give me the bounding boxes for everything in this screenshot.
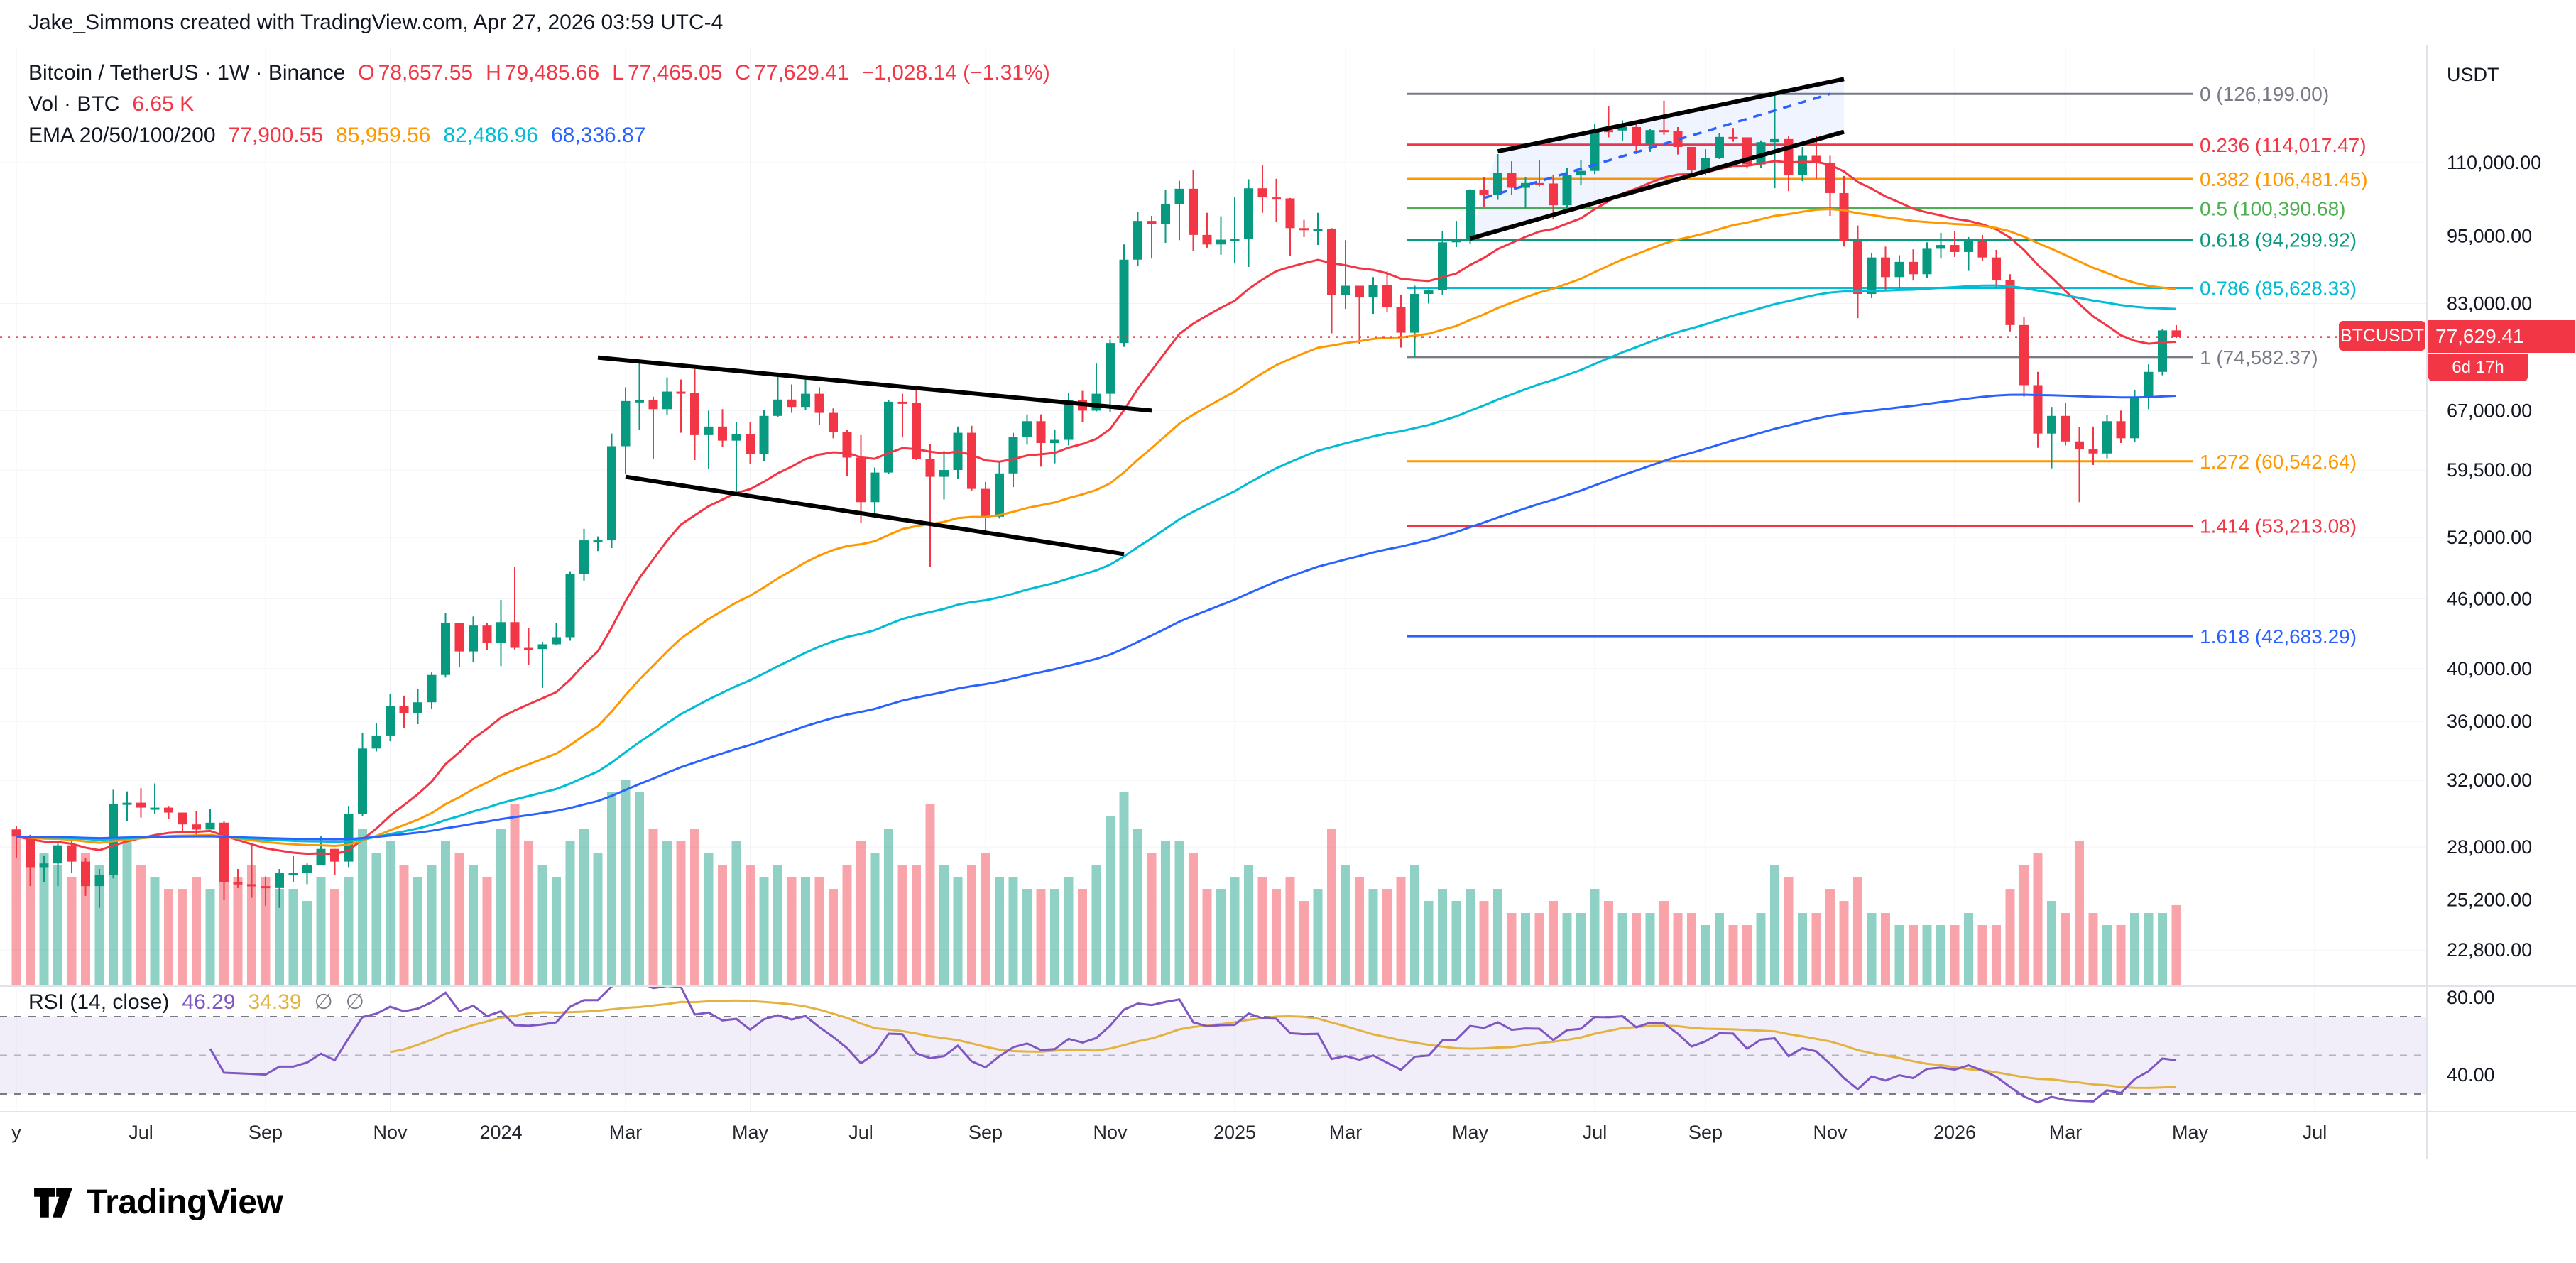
svg-text:80.00: 80.00 <box>2447 987 2495 1008</box>
fib-level-label: 1.272 (60,542.64) <box>2200 451 2357 473</box>
svg-text:36,000.00: 36,000.00 <box>2447 711 2532 732</box>
volume-label: Vol · BTC <box>28 92 120 116</box>
volume-bars <box>11 780 2181 985</box>
svg-text:110,000.00: 110,000.00 <box>2447 152 2541 173</box>
svg-text:Jul: Jul <box>129 1122 153 1143</box>
svg-text:2024: 2024 <box>479 1122 522 1143</box>
svg-text:67,000.00: 67,000.00 <box>2447 400 2532 421</box>
rsi-value: 46.29 <box>182 990 236 1014</box>
svg-text:y: y <box>11 1122 21 1143</box>
rsi-pane <box>0 987 2427 1104</box>
svg-text:25,200.00: 25,200.00 <box>2447 889 2532 910</box>
svg-text:28,000.00: 28,000.00 <box>2447 836 2532 858</box>
ema100-value: 82,486.96 <box>443 123 538 147</box>
tradingview-logo[interactable]: TradingView <box>33 1183 283 1222</box>
ema-label: EMA 20/50/100/200 <box>28 123 216 147</box>
candles <box>11 94 2181 908</box>
change-value: −1,028.14 (−1.31%) <box>861 60 1050 84</box>
high-value: H 79,485.66 <box>486 60 600 84</box>
svg-text:2026: 2026 <box>1933 1122 1976 1143</box>
fib-level-label: 0.618 (94,299.92) <box>2200 229 2357 251</box>
symbol-price-badge: BTCUSDT <box>2339 321 2425 351</box>
svg-text:Sep: Sep <box>249 1122 283 1143</box>
svg-text:Sep: Sep <box>1688 1122 1723 1143</box>
svg-text:May: May <box>732 1122 769 1143</box>
symbol-leg: Bitcoin / TetherUS · 1W · Binance O 78,65… <box>28 60 1050 148</box>
rsi-ma-value: 34.39 <box>248 990 302 1014</box>
fib-level-label: 1.414 (53,213.08) <box>2200 515 2357 537</box>
fib-level-label: 0.5 (100,390.68) <box>2200 197 2346 219</box>
svg-text:Sep: Sep <box>968 1122 1003 1143</box>
time-axis[interactable]: y Jul Sep Nov 2024 Mar May Jul Sep Nov 2025 Mar May J… <box>11 1122 2327 1143</box>
svg-text:83,000.00: 83,000.00 <box>2447 292 2532 314</box>
fib-level-label: 1.618 (42,683.29) <box>2200 625 2357 647</box>
svg-text:Jul: Jul <box>1583 1122 1608 1143</box>
trendline-2025-wedge-lower[interactable] <box>1469 129 1845 241</box>
ema20-value: 77,900.55 <box>228 123 324 147</box>
svg-text:40.00: 40.00 <box>2447 1064 2495 1086</box>
ema50-value: 85,959.56 <box>336 123 431 147</box>
svg-text:95,000.00: 95,000.00 <box>2447 225 2532 246</box>
trendline-2024-channel-upper[interactable] <box>597 355 1152 413</box>
svg-text:52,000.00: 52,000.00 <box>2447 527 2532 548</box>
svg-text:May: May <box>2172 1122 2209 1143</box>
svg-text:2025: 2025 <box>1213 1122 1256 1143</box>
pane-borders <box>0 45 2576 1159</box>
svg-text:May: May <box>1452 1122 1489 1143</box>
svg-text:Jul: Jul <box>848 1122 873 1143</box>
rsi-line <box>209 987 2177 1104</box>
svg-text:Jul: Jul <box>2303 1122 2327 1143</box>
price-axis[interactable]: 110,000.00 95,000.00 83,000.00 67,000.00 59,… <box>2447 152 2541 1086</box>
symbol-title[interactable]: Bitcoin / TetherUS · 1W · Binance <box>28 60 346 84</box>
svg-text:Mar: Mar <box>609 1122 643 1143</box>
svg-text:22,800.00: 22,800.00 <box>2447 939 2532 961</box>
rsi-hide-icon[interactable]: ∅ <box>314 990 333 1014</box>
svg-text:46,000.00: 46,000.00 <box>2447 588 2532 609</box>
attribution-text: Jake_Simmons created with TradingView.co… <box>28 10 724 34</box>
svg-text:32,000.00: 32,000.00 <box>2447 770 2532 791</box>
svg-text:59,500.00: 59,500.00 <box>2447 459 2532 481</box>
ema-200-line <box>16 393 2177 841</box>
tradingview-logo-text: TradingView <box>87 1183 283 1221</box>
trendline-2025-wedge-upper[interactable] <box>1497 77 1845 154</box>
ema-50-line <box>16 207 2177 848</box>
svg-text:Nov: Nov <box>373 1122 408 1143</box>
fib-level-label: 0.382 (106,481.45) <box>2200 168 2368 190</box>
volume-legend-row[interactable]: Vol · BTC 6.65 K <box>28 91 1050 117</box>
ema200-value: 68,336.87 <box>550 123 646 147</box>
low-value: L 77,465.05 <box>612 60 723 84</box>
fib-retracement[interactable]: 0 (126,199.00) 0.236 (114,017.47) 0.382 (1… <box>1407 83 2368 647</box>
fib-level-label: 0.786 (85,628.33) <box>2200 278 2357 300</box>
fib-level-label: 0.236 (114,017.47) <box>2200 134 2367 156</box>
header-bar: Jake_Simmons created with TradingView.co… <box>0 0 2576 45</box>
rsi-label: RSI (14, close) <box>28 990 170 1014</box>
fib-level-label: 0 (126,199.00) <box>2200 83 2329 105</box>
fib-level-label: 1 (74,582.37) <box>2200 346 2318 368</box>
svg-text:40,000.00: 40,000.00 <box>2447 658 2532 679</box>
ema-20-line <box>16 160 2177 855</box>
svg-text:Mar: Mar <box>2049 1122 2083 1143</box>
price-scale-currency[interactable]: USDT <box>2447 64 2499 85</box>
bar-countdown-label: 6d 17h <box>2428 354 2528 381</box>
volume-value: 6.65 K <box>132 92 195 116</box>
symbol-legend-row[interactable]: Bitcoin / TetherUS · 1W · Binance O 78,65… <box>28 60 1050 86</box>
open-value: O 78,657.55 <box>358 60 474 84</box>
svg-text:Nov: Nov <box>1813 1122 1848 1143</box>
trendline-2024-channel-lower[interactable] <box>625 474 1125 557</box>
last-price-axis-label: 77,629.41 <box>2428 320 2575 353</box>
ema-legend-row[interactable]: EMA 20/50/100/200 77,900.55 85,959.56 82… <box>28 122 1050 148</box>
svg-text:Mar: Mar <box>1329 1122 1363 1143</box>
rsi-ma-hide-icon[interactable]: ∅ <box>345 990 364 1014</box>
rsi-legend-row[interactable]: RSI (14, close) 46.29 34.39 ∅ ∅ <box>28 990 364 1015</box>
tradingview-logo-icon <box>34 1187 72 1218</box>
trendline-2025-wedge-mid[interactable] <box>1483 92 1831 199</box>
close-value: C 77,629.41 <box>735 60 849 84</box>
svg-text:Nov: Nov <box>1093 1122 1128 1143</box>
